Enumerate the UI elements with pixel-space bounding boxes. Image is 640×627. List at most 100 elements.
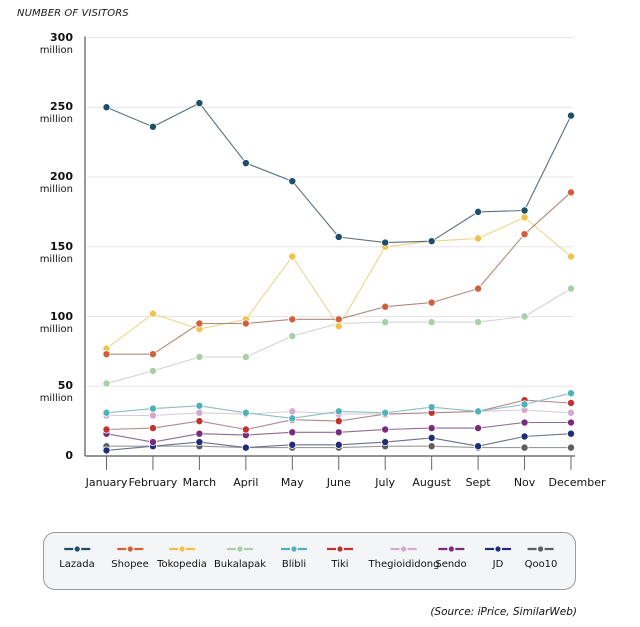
data-point-tokopedia	[334, 322, 343, 331]
legend-item-qoo10: Qoo10	[524, 545, 558, 570]
series-points	[102, 99, 576, 455]
legend-item-blibli: Blibli	[280, 545, 308, 570]
y-tick-unit: million	[39, 44, 73, 56]
data-point-thegioididong	[148, 411, 157, 420]
legend-swatch-icon	[327, 546, 353, 552]
data-point-tiki	[567, 398, 576, 407]
legend-label: Bukalapak	[213, 559, 267, 570]
axes	[84, 36, 575, 470]
y-tick-value: 150	[50, 239, 73, 253]
x-tick-label: July	[375, 476, 396, 489]
data-point-sendo	[288, 428, 297, 437]
data-point-tiki	[241, 425, 250, 434]
data-point-bukalapak	[381, 318, 390, 327]
data-point-lazada	[334, 232, 343, 241]
gridlines	[87, 37, 573, 387]
data-point-blibli	[102, 408, 111, 417]
data-point-tokopedia	[520, 213, 529, 222]
x-tick-label: January	[85, 476, 128, 489]
legend-label: Blibli	[281, 559, 307, 570]
legend-swatch-icon	[281, 546, 307, 552]
data-point-shopee	[148, 350, 157, 359]
x-tick-label: April	[233, 476, 259, 489]
data-point-blibli	[567, 389, 576, 398]
data-point-blibli	[288, 414, 297, 423]
legend-item-bukalapak: Bukalapak	[214, 545, 266, 570]
y-tick-value: 0	[65, 449, 73, 462]
data-point-tokopedia	[567, 252, 576, 261]
y-tick-value: 50	[57, 379, 73, 393]
legend-label: Sendo	[435, 559, 467, 570]
data-point-bukalapak	[474, 318, 483, 327]
data-point-tiki	[148, 424, 157, 433]
legend-label: Qoo10	[524, 559, 558, 570]
data-point-bukalapak	[241, 352, 250, 361]
data-point-blibli	[241, 408, 250, 417]
x-tick-label: May	[280, 476, 304, 489]
data-point-thegioididong	[567, 408, 576, 417]
data-point-shopee	[474, 284, 483, 293]
series-line-bukalapak	[106, 288, 572, 385]
legend-item-sendo: Sendo	[435, 545, 467, 570]
data-point-tiki	[195, 417, 204, 426]
data-point-sendo	[334, 428, 343, 437]
legend-item-tokopedia: Tokopedia	[157, 545, 207, 570]
legend-label: Thegioididong	[368, 559, 440, 570]
data-point-bukalapak	[567, 284, 576, 293]
data-point-qoo10	[567, 443, 576, 452]
y-tick-value: 300	[50, 30, 73, 44]
data-point-lazada	[381, 238, 390, 247]
legend-label: JD	[492, 559, 504, 570]
legend-swatch-icon	[64, 546, 90, 552]
data-point-jd	[195, 438, 204, 447]
data-point-qoo10	[427, 442, 436, 451]
legend-swatch-icon	[528, 546, 554, 552]
data-point-shopee	[241, 319, 250, 328]
data-point-lazada	[241, 159, 250, 168]
data-point-jd	[241, 443, 250, 452]
legend-label: Tiki	[331, 559, 349, 570]
data-point-blibli	[381, 408, 390, 417]
data-point-bukalapak	[288, 332, 297, 341]
x-tick-label: August	[412, 476, 451, 489]
data-point-jd	[334, 440, 343, 449]
legend-swatch-icon	[391, 546, 417, 552]
data-point-jd	[520, 432, 529, 441]
y-tick-unit: million	[39, 253, 73, 265]
y-tick-label: 50 million	[13, 379, 73, 405]
legend-label: Tokopedia	[157, 559, 207, 570]
x-tick-label: February	[128, 476, 178, 489]
data-point-blibli	[520, 400, 529, 409]
y-tick-label: 150 million	[13, 240, 73, 266]
data-point-tokopedia	[288, 252, 297, 261]
x-tick-label: March	[182, 476, 217, 489]
data-point-shopee	[427, 298, 436, 307]
y-tick-label: 0	[13, 449, 73, 462]
x-tick-label: Sept	[465, 476, 491, 489]
data-point-thegioididong	[288, 407, 297, 416]
legend-swatch-icon	[485, 546, 511, 552]
data-point-jd	[381, 438, 390, 447]
data-point-shopee	[567, 188, 576, 197]
data-point-lazada	[520, 206, 529, 215]
legend-label: Lazada	[59, 559, 95, 570]
legend-item-shopee: Shopee	[111, 545, 149, 570]
data-point-lazada	[474, 207, 483, 216]
data-point-tokopedia	[148, 309, 157, 318]
series-line-lazada	[106, 102, 572, 244]
data-point-lazada	[567, 111, 576, 120]
data-point-bukalapak	[520, 312, 529, 321]
data-point-lazada	[288, 177, 297, 186]
legend-item-jd: JD	[484, 545, 512, 570]
data-point-blibli	[334, 407, 343, 416]
data-point-shopee	[334, 315, 343, 324]
data-point-sendo	[567, 418, 576, 427]
data-point-jd	[288, 440, 297, 449]
legend-swatch-icon	[117, 546, 143, 552]
y-tick-unit: million	[39, 323, 73, 335]
data-point-tokopedia	[474, 234, 483, 243]
data-point-lazada	[427, 237, 436, 246]
data-point-shopee	[102, 350, 111, 359]
legend-item-tiki: Tiki	[326, 545, 354, 570]
